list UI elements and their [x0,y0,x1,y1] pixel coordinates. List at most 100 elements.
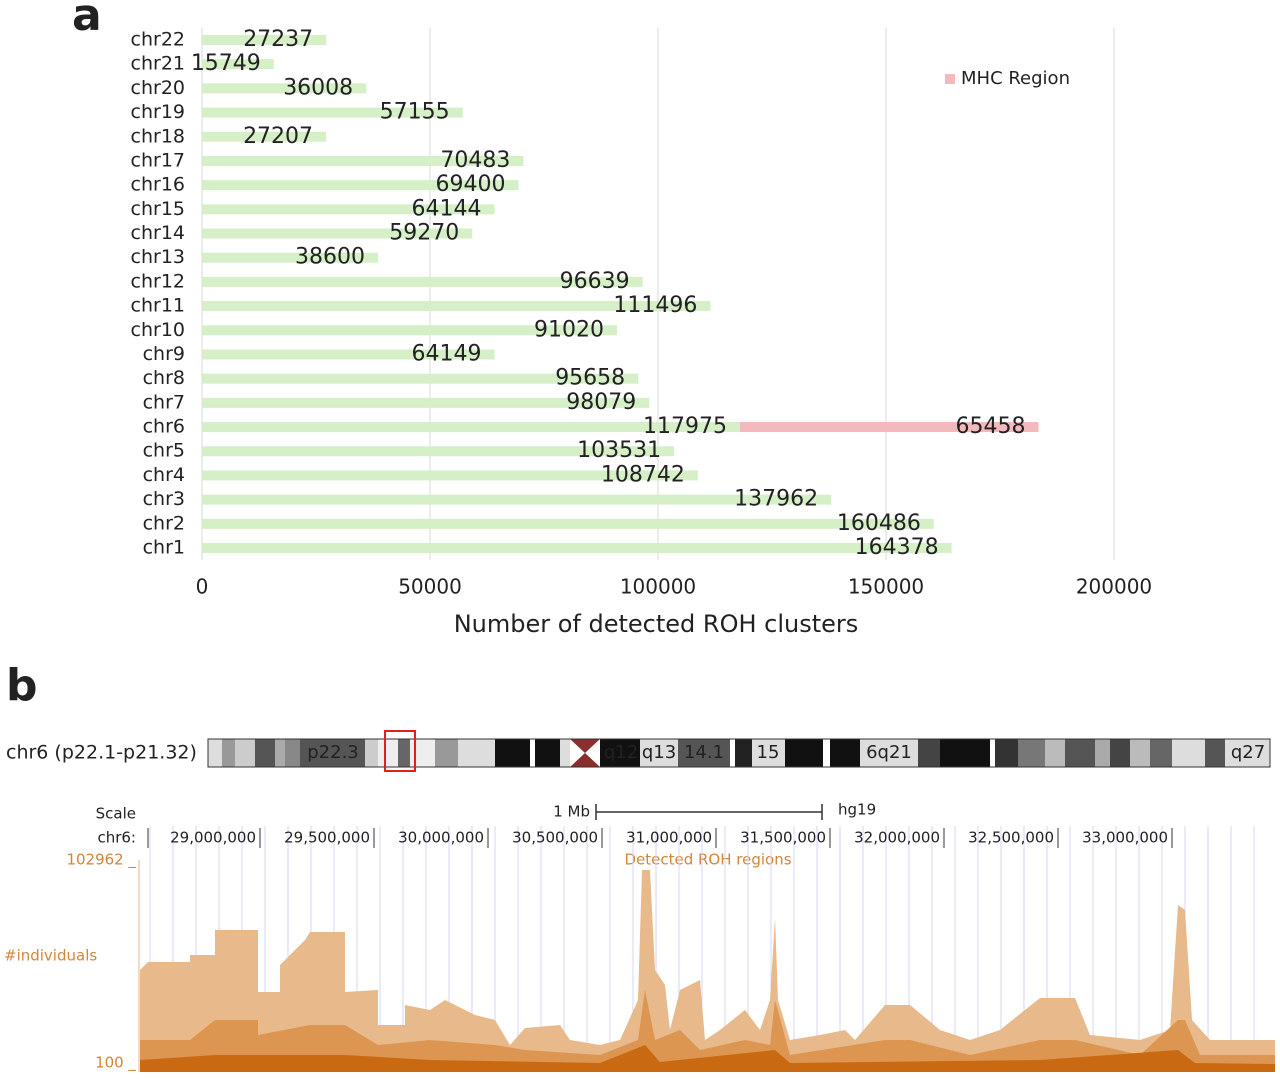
bar [202,276,643,287]
band [255,739,275,767]
position-label: 30,500,000 [512,829,598,847]
band [678,739,730,767]
band [1172,739,1205,767]
panel-label: a [72,0,102,41]
bar [202,59,274,70]
band [640,739,678,767]
data-label: 36008 [283,75,353,100]
band-label: q13 [642,742,676,763]
track-area [140,990,1275,1072]
y-tick-label: chr2 [143,512,185,534]
band [940,739,990,767]
position-label: 33,000,000 [1082,829,1168,847]
y-tick-label: chr22 [131,29,185,51]
data-label: 27237 [243,27,313,52]
data-label: 108742 [601,462,685,487]
band-label: 15 [757,742,780,763]
chrom-label: chr6: [97,829,136,847]
data-label: 164378 [855,535,939,560]
band [990,739,995,767]
bar [202,422,740,433]
track-area [140,1045,1275,1072]
y-tick-label: chr11 [131,295,185,317]
y-tick-label: chr16 [131,174,185,196]
bar [202,252,379,263]
band [222,739,235,767]
y-tick-label: chr21 [131,53,185,75]
y-tick-label: chr4 [143,464,185,486]
band [398,739,410,767]
y-tick-label: chr7 [143,391,185,413]
data-label: 95658 [555,366,625,391]
position-label: 29,000,000 [170,829,256,847]
bar [202,180,519,191]
bar [202,107,463,118]
band [208,739,222,767]
band [378,739,398,767]
data-label: 27207 [243,124,313,149]
band [285,739,300,767]
highlight-box [384,730,416,772]
band [300,739,365,767]
band [860,739,918,767]
ideogram-outline [207,738,1271,768]
bar [202,204,495,215]
band-label: 14.1 [684,742,724,763]
position-label: 31,000,000 [626,829,712,847]
panel-label: b [6,660,38,711]
bar [202,35,327,45]
x-tick-label: 200000 [1076,575,1152,599]
bar [202,228,473,239]
ideogram: p22.3 q12 q13 14.1 15 6q21 q27 [207,730,1271,772]
band [458,739,495,767]
y-tick-label: chr1 [143,537,185,559]
band [1150,739,1172,767]
band [735,739,752,767]
track-min: 100 _ [95,1054,136,1073]
y-tick-label: chr5 [143,440,185,462]
band [1225,739,1270,767]
band [830,739,860,767]
centromere [570,739,600,767]
x-tick-label: 0 [196,575,209,599]
bar [202,494,832,505]
track-area [140,870,1275,1072]
legend-swatch [945,74,955,84]
data-label: 137962 [734,487,818,512]
bar [202,397,650,408]
band [1065,739,1095,767]
band [435,739,458,767]
data-label: 98079 [566,390,636,415]
position-label: 32,500,000 [968,829,1054,847]
bar [202,155,524,166]
y-tick-label: chr9 [143,343,185,365]
data-label: 96639 [560,269,630,294]
x-axis-title: Number of detected ROH clusters [454,610,859,638]
data-label: 57155 [380,100,450,125]
bar [202,518,934,529]
band [1045,739,1065,767]
band [752,739,785,767]
band [1018,739,1045,767]
band [275,739,285,767]
ideogram-label: chr6 (p22.1-p21.32) [6,742,197,764]
data-label: 65458 [955,414,1025,439]
y-tick-label: chr6 [143,416,185,438]
band [1095,739,1110,767]
track-max: 102962 _ [66,851,136,870]
band [995,739,1018,767]
data-label: 69400 [435,172,505,197]
band [1110,739,1130,767]
track [138,826,1275,1072]
assembly-label: hg19 [838,801,876,819]
scale-bar [595,804,823,820]
bar [202,543,952,553]
y-tick-label: chr20 [131,77,185,99]
x-tick-label: 150000 [848,575,924,599]
band-label: q12 [604,742,638,763]
data-label: 59270 [389,221,459,246]
data-label: 117975 [643,414,727,439]
band [785,739,823,767]
bar [202,325,618,336]
y-tick-label: chr13 [131,246,185,268]
